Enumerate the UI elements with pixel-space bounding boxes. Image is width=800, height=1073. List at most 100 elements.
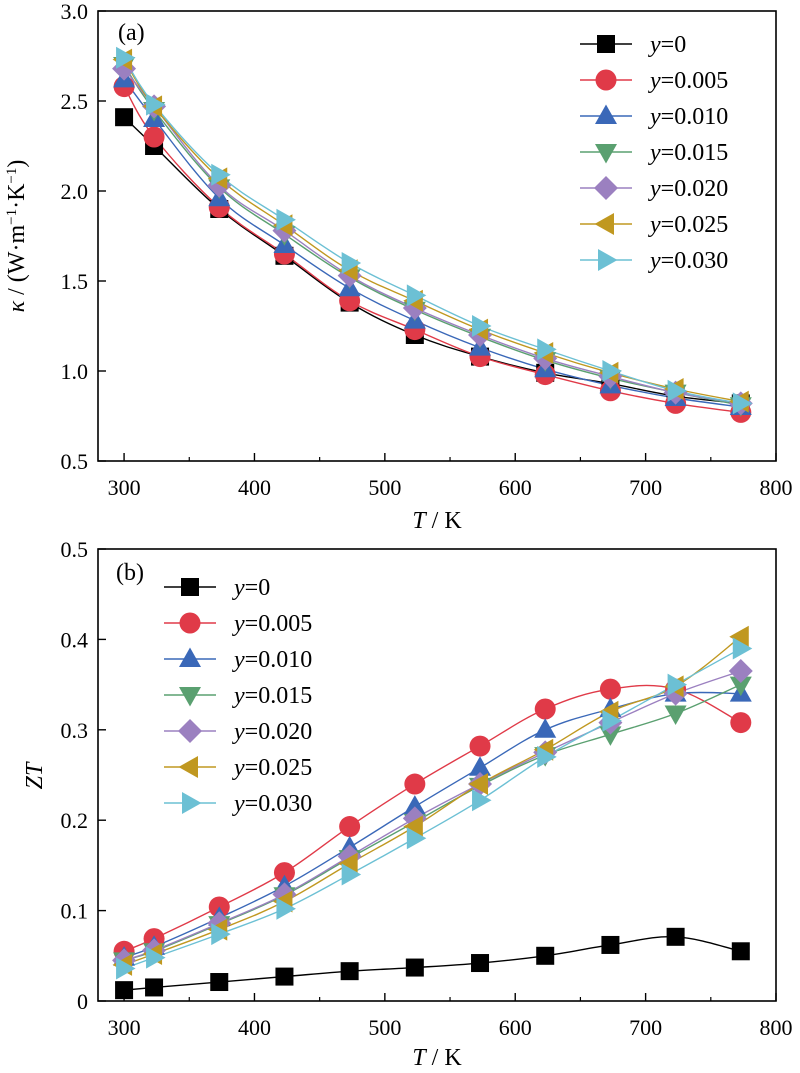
panel-b-legend: y=0 y=0.005 y=0.010 y=0.015 y=0.020 y=0.025 y=… bbox=[164, 575, 312, 817]
panel-a: 300 400 500 600 700 800 0.5 1.0 1.5 2.0 2.5 3.0 (a)… bbox=[4, 0, 793, 534]
panel-a-tag: (a) bbox=[118, 20, 145, 46]
panel-a-data-point bbox=[537, 338, 557, 361]
panel-b-x-tick-label: 600 bbox=[499, 1015, 532, 1040]
panel-a-data-point bbox=[116, 46, 136, 69]
panel-b-legend-marker bbox=[182, 792, 202, 814]
panel-a-data-point bbox=[472, 315, 492, 337]
panel-b-legend-label: y=0.010 bbox=[232, 647, 312, 673]
panel-b-data-point bbox=[341, 863, 362, 886]
panel-b-data-point bbox=[211, 923, 231, 946]
panel-b-data-point bbox=[537, 745, 557, 768]
panel-b-data-point bbox=[729, 676, 752, 697]
panel-a-plot-frame bbox=[97, 10, 777, 462]
panel-a-x-tick-label: 800 bbox=[760, 475, 793, 500]
panel-a-series-line-3 bbox=[123, 64, 741, 406]
panel-b-data-point bbox=[145, 978, 164, 997]
panel-a-legend-label: y=0.025 bbox=[648, 212, 728, 238]
panel-b-data-point bbox=[664, 705, 687, 726]
panel-b-legend-marker bbox=[179, 647, 201, 667]
panel-b-y-tick-label: 0.5 bbox=[61, 537, 89, 562]
panel-b-data-point bbox=[273, 862, 295, 884]
panel-b-gridless-ticks: 300 400 500 600 700 800 0 0.1 0.2 0.3 0.4 0.5 bbox=[61, 537, 793, 1040]
panel-b-legend-label: y=0.005 bbox=[232, 611, 312, 637]
panel-b-data-point bbox=[534, 718, 557, 738]
panel-b-data-point bbox=[276, 897, 296, 920]
panel-b-legend-marker bbox=[179, 612, 201, 634]
panel-b-data-point bbox=[472, 789, 492, 812]
panel-b-data-point bbox=[339, 816, 361, 838]
panel-a-legend-marker bbox=[595, 104, 617, 124]
panel-b-legend-marker bbox=[178, 756, 198, 778]
panel-b-data-point bbox=[471, 954, 490, 973]
panel-b-data-point bbox=[146, 946, 166, 969]
panel-a-x-tick-label: 600 bbox=[499, 475, 532, 500]
panel-a-data-point bbox=[211, 163, 231, 186]
panel-a-series-line-5 bbox=[123, 59, 741, 403]
panel-b-x-axis-title: T / K bbox=[412, 1045, 462, 1071]
panel-b-data-point bbox=[666, 927, 685, 946]
panel-a-y-tick-label: 0.5 bbox=[61, 449, 89, 474]
panel-a-legend-marker bbox=[594, 176, 618, 200]
panel-a-legend-label: y=0.020 bbox=[648, 176, 728, 202]
panel-b-data-point bbox=[469, 735, 491, 757]
panel-b-data-point bbox=[730, 712, 752, 734]
panel-b-data-point bbox=[403, 815, 423, 838]
panel-b-data-point bbox=[404, 773, 426, 795]
panel-a-series-line-1 bbox=[123, 86, 741, 414]
panel-a-series-line-6 bbox=[123, 57, 741, 405]
panel-b-data-point bbox=[403, 795, 426, 815]
panel-a-data-point bbox=[276, 208, 296, 231]
panel-a-legend-label: y=0.010 bbox=[648, 104, 728, 130]
panel-b-x-tick-label: 800 bbox=[760, 1015, 793, 1040]
panel-a-legend-marker bbox=[595, 144, 617, 164]
panel-b-y-tick-label: 0 bbox=[77, 989, 88, 1014]
panel-b-legend-marker bbox=[179, 687, 201, 707]
panel-b-y-axis-title: ZT bbox=[22, 761, 48, 789]
panel-a-data-point bbox=[406, 284, 427, 307]
panel-b-data-point bbox=[599, 726, 622, 746]
panel-a-legend-label: y=0.005 bbox=[648, 68, 728, 94]
panel-a-x-tick-label: 400 bbox=[238, 475, 271, 500]
panel-a-data-point bbox=[732, 392, 753, 415]
panel-b-tag: (b) bbox=[116, 560, 144, 586]
panel-a-data-point bbox=[115, 108, 134, 127]
panel-b-x-tick-label: 400 bbox=[238, 1015, 271, 1040]
panel-a-series-line-0 bbox=[123, 116, 741, 405]
panel-b-x-tick-label: 300 bbox=[108, 1015, 141, 1040]
panel-b-legend-label: y=0 bbox=[232, 575, 270, 601]
panel-a-y-tick-label: 1.5 bbox=[61, 269, 89, 294]
panel-a-legend-label: y=0.015 bbox=[648, 140, 728, 166]
panel-a-x-tick-label: 700 bbox=[629, 475, 662, 500]
panel-a-x-axis-title: T / K bbox=[412, 508, 462, 534]
panel-b-legend-marker bbox=[181, 578, 199, 596]
panel-b-data-point bbox=[340, 962, 359, 981]
panel-b-data-point bbox=[468, 773, 489, 796]
panel-b-data-point bbox=[469, 756, 492, 776]
panel-b-data-point bbox=[116, 957, 136, 980]
panel-b-data-point bbox=[275, 967, 294, 986]
panel-a-y-tick-label: 2.0 bbox=[61, 179, 89, 204]
panel-b-data-point bbox=[732, 637, 753, 660]
panel-b-series-layer bbox=[112, 625, 753, 1000]
panel-a-legend-marker bbox=[597, 35, 615, 53]
panel-b: 300 400 500 600 700 800 0 0.1 0.2 0.3 0.4 0.5 (b) y… bbox=[22, 537, 793, 1071]
panel-b-data-point bbox=[728, 659, 753, 684]
panel-b-legend-label: y=0.030 bbox=[232, 791, 312, 817]
panel-b-data-point bbox=[601, 935, 620, 954]
panel-a-y-tick-label: 3.0 bbox=[61, 0, 89, 24]
panel-b-x-tick-label: 500 bbox=[368, 1015, 401, 1040]
panel-a-x-tick-label: 300 bbox=[108, 475, 141, 500]
panel-b-data-point bbox=[731, 942, 750, 961]
panel-a-data-point bbox=[146, 93, 166, 116]
panel-a-x-tick-label: 500 bbox=[368, 475, 401, 500]
panel-b-data-point bbox=[599, 678, 621, 700]
panel-b-y-tick-label: 0.1 bbox=[61, 899, 89, 924]
panel-b-data-point bbox=[210, 973, 229, 992]
panel-a-gridless-ticks: 300 400 500 600 700 800 0.5 1.0 1.5 2.0 2.5 3.0 bbox=[61, 0, 793, 500]
panel-b-legend-label: y=0.015 bbox=[232, 683, 312, 709]
panel-a-y-tick-label: 2.5 bbox=[61, 89, 89, 114]
panel-a-data-point bbox=[341, 252, 362, 274]
panel-b-data-point bbox=[115, 981, 134, 1000]
panel-a-legend-label: y=0.030 bbox=[648, 248, 728, 274]
